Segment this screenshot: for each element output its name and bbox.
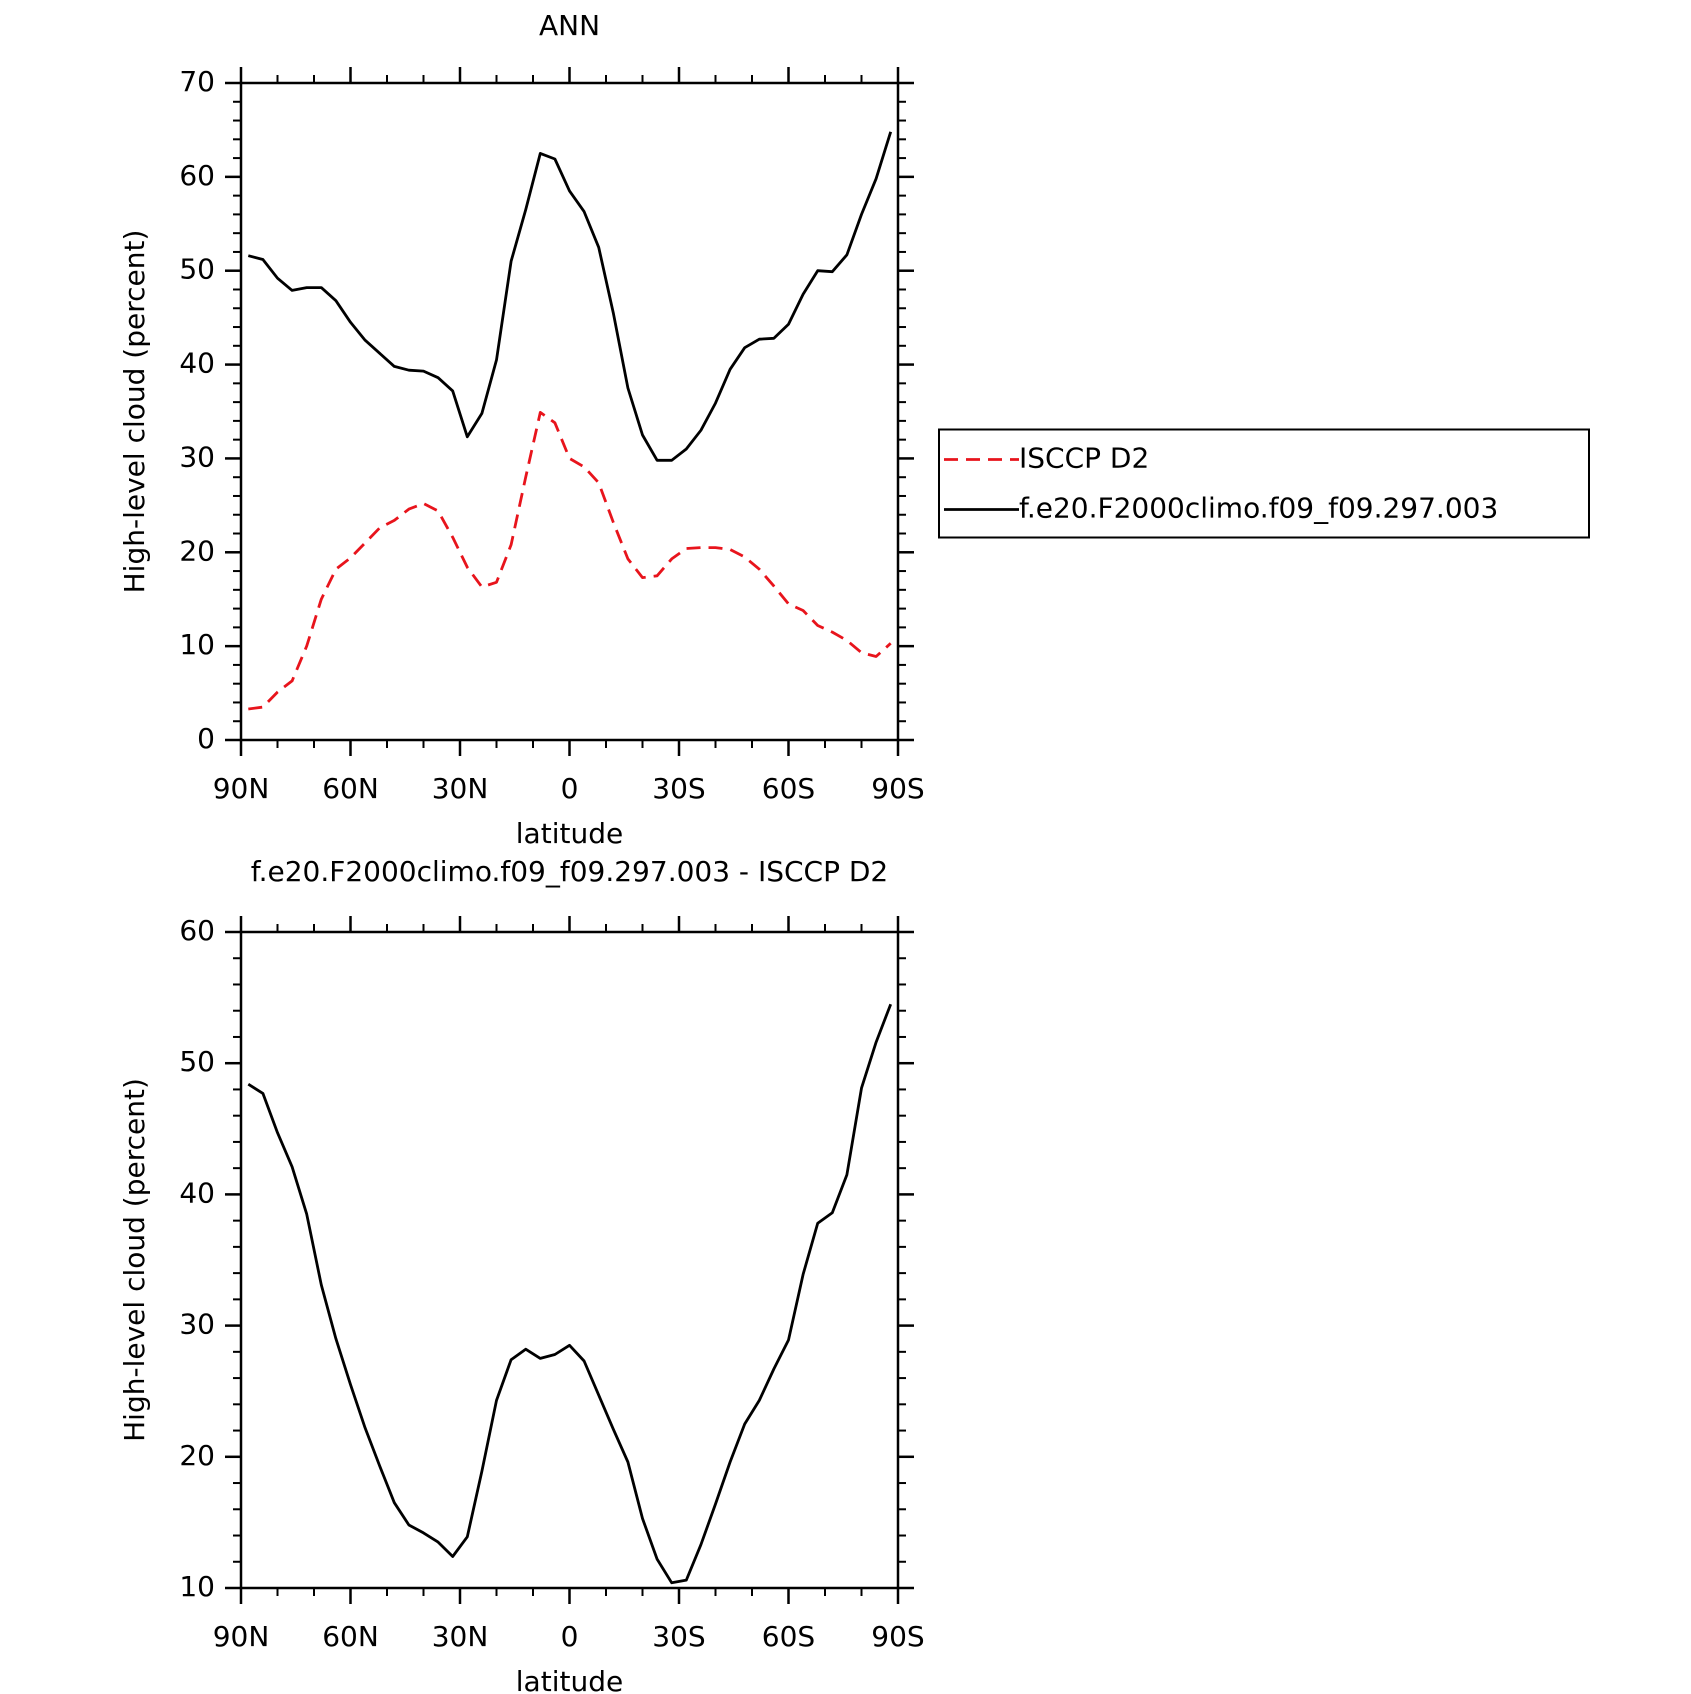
x-tick-label: 90N [213,1620,270,1653]
x-tick-label: 30N [432,1620,489,1653]
y-tick-label: 30 [179,1308,215,1341]
x-tick-label: 60S [762,1620,815,1653]
x-tick-label: 60N [322,1620,379,1653]
y-tick-label: 20 [179,534,215,567]
y-tick-label: 40 [179,347,215,380]
y-tick-label: 20 [179,1439,215,1472]
y-tick-label: 10 [179,628,215,661]
x-tick-label: 0 [561,1620,579,1653]
y-tick-label: 0 [197,722,215,755]
data-line [248,411,892,711]
x-axis-label: latitude [516,1665,623,1694]
plot-frame [239,81,900,742]
x-tick-label: 30S [652,1620,705,1653]
y-tick-label: 50 [179,1045,215,1078]
y-axis-label: High-level cloud (percent) [118,1078,151,1442]
x-tick-label: 30S [652,772,705,805]
y-tick-label: 40 [179,1176,215,1209]
data-line [247,1003,893,1585]
data-line [247,131,893,462]
x-axis-label: latitude [516,817,623,850]
y-tick-label: 50 [179,253,215,286]
x-tick-label: 0 [561,772,579,805]
y-tick-label: 70 [179,65,215,98]
x-tick-label: 60S [762,772,815,805]
y-tick-label: 60 [179,914,215,947]
chart-title: f.e20.F2000climo.f09_f09.297.003 - ISCCP… [251,855,888,888]
y-axis-label: High-level cloud (percent) [118,230,151,594]
x-tick-label: 30N [432,772,489,805]
y-tick-label: 60 [179,159,215,192]
y-tick-label: 30 [179,440,215,473]
plot-frame [239,930,900,1590]
x-tick-label: 90S [871,1620,924,1653]
legend-box [938,428,1590,539]
x-tick-label: 90S [871,772,924,805]
x-tick-label: 90N [213,772,270,805]
legend-label: ISCCP D2 [1019,442,1149,475]
chart-title: ANN [539,9,600,42]
x-tick-label: 60N [322,772,379,805]
legend-label: f.e20.F2000climo.f09_f09.297.003 [1019,492,1498,525]
y-tick-label: 10 [179,1570,215,1603]
